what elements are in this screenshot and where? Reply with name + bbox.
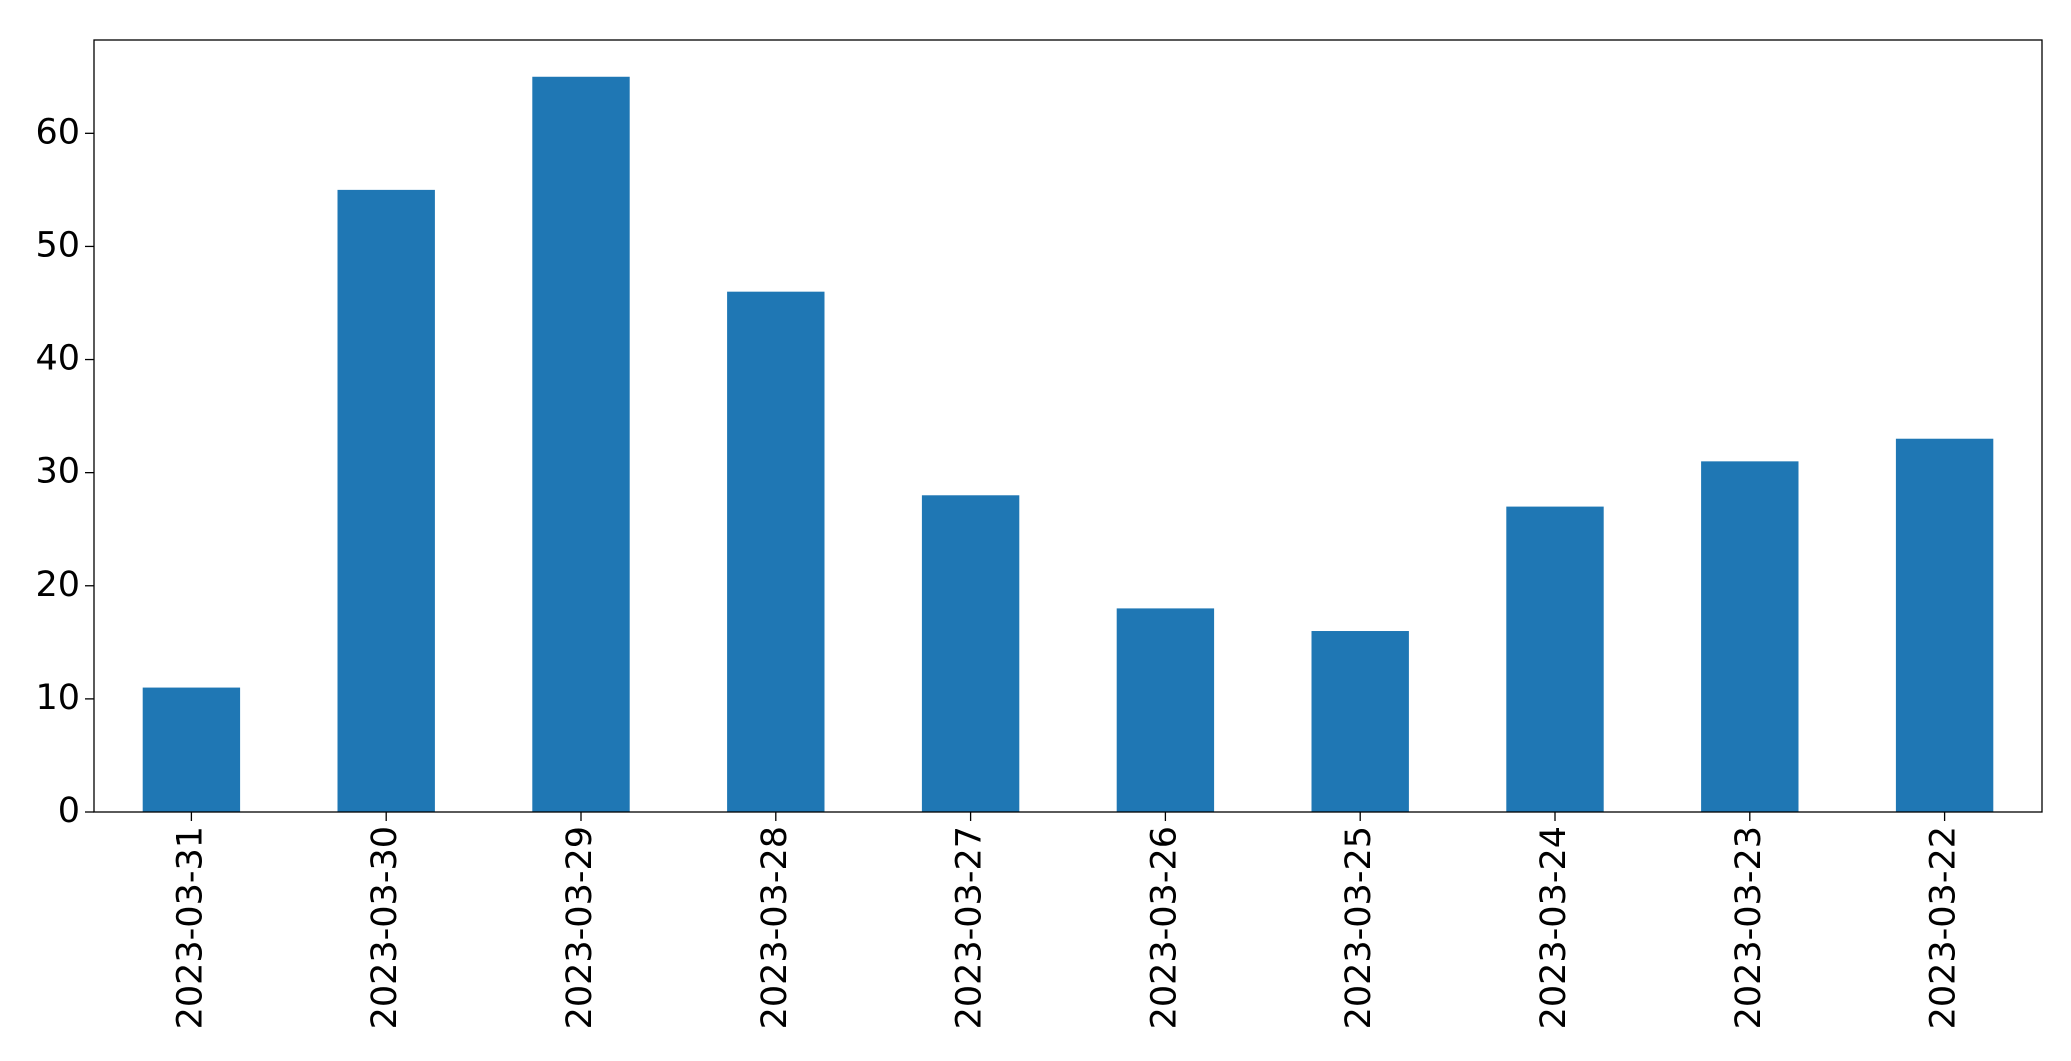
y-tick-label: 50 [35,225,80,265]
x-tick-label: 2023-03-29 [560,826,600,1029]
y-tick-label: 60 [35,112,80,152]
bar [532,76,630,812]
x-tick-label: 2023-03-24 [1534,826,1574,1029]
bar [1895,438,1994,812]
y-tick-label: 20 [35,565,80,605]
x-tick-label: 2023-03-28 [755,826,795,1029]
bar [337,189,435,812]
bar [1701,461,1799,812]
bar [1311,631,1409,812]
x-tick-label: 2023-03-31 [170,826,210,1029]
y-tick-label: 10 [35,678,80,718]
x-tick-label: 2023-03-30 [365,826,405,1029]
x-tick-label: 2023-03-25 [1339,826,1379,1029]
bar [1506,506,1604,812]
bar [727,291,825,813]
y-tick-label: 30 [35,452,80,492]
plot-frame [93,39,2043,813]
y-tick-label: 0 [58,791,80,831]
x-tick-label: 2023-03-22 [1924,826,1964,1029]
x-tick-label: 2023-03-23 [1729,826,1769,1029]
bar [142,687,241,812]
x-tick-label: 2023-03-27 [950,826,990,1029]
x-tick-label: 2023-03-26 [1144,826,1184,1029]
bar [1116,608,1215,812]
bar [921,495,1020,812]
y-tick-label: 40 [35,339,80,379]
